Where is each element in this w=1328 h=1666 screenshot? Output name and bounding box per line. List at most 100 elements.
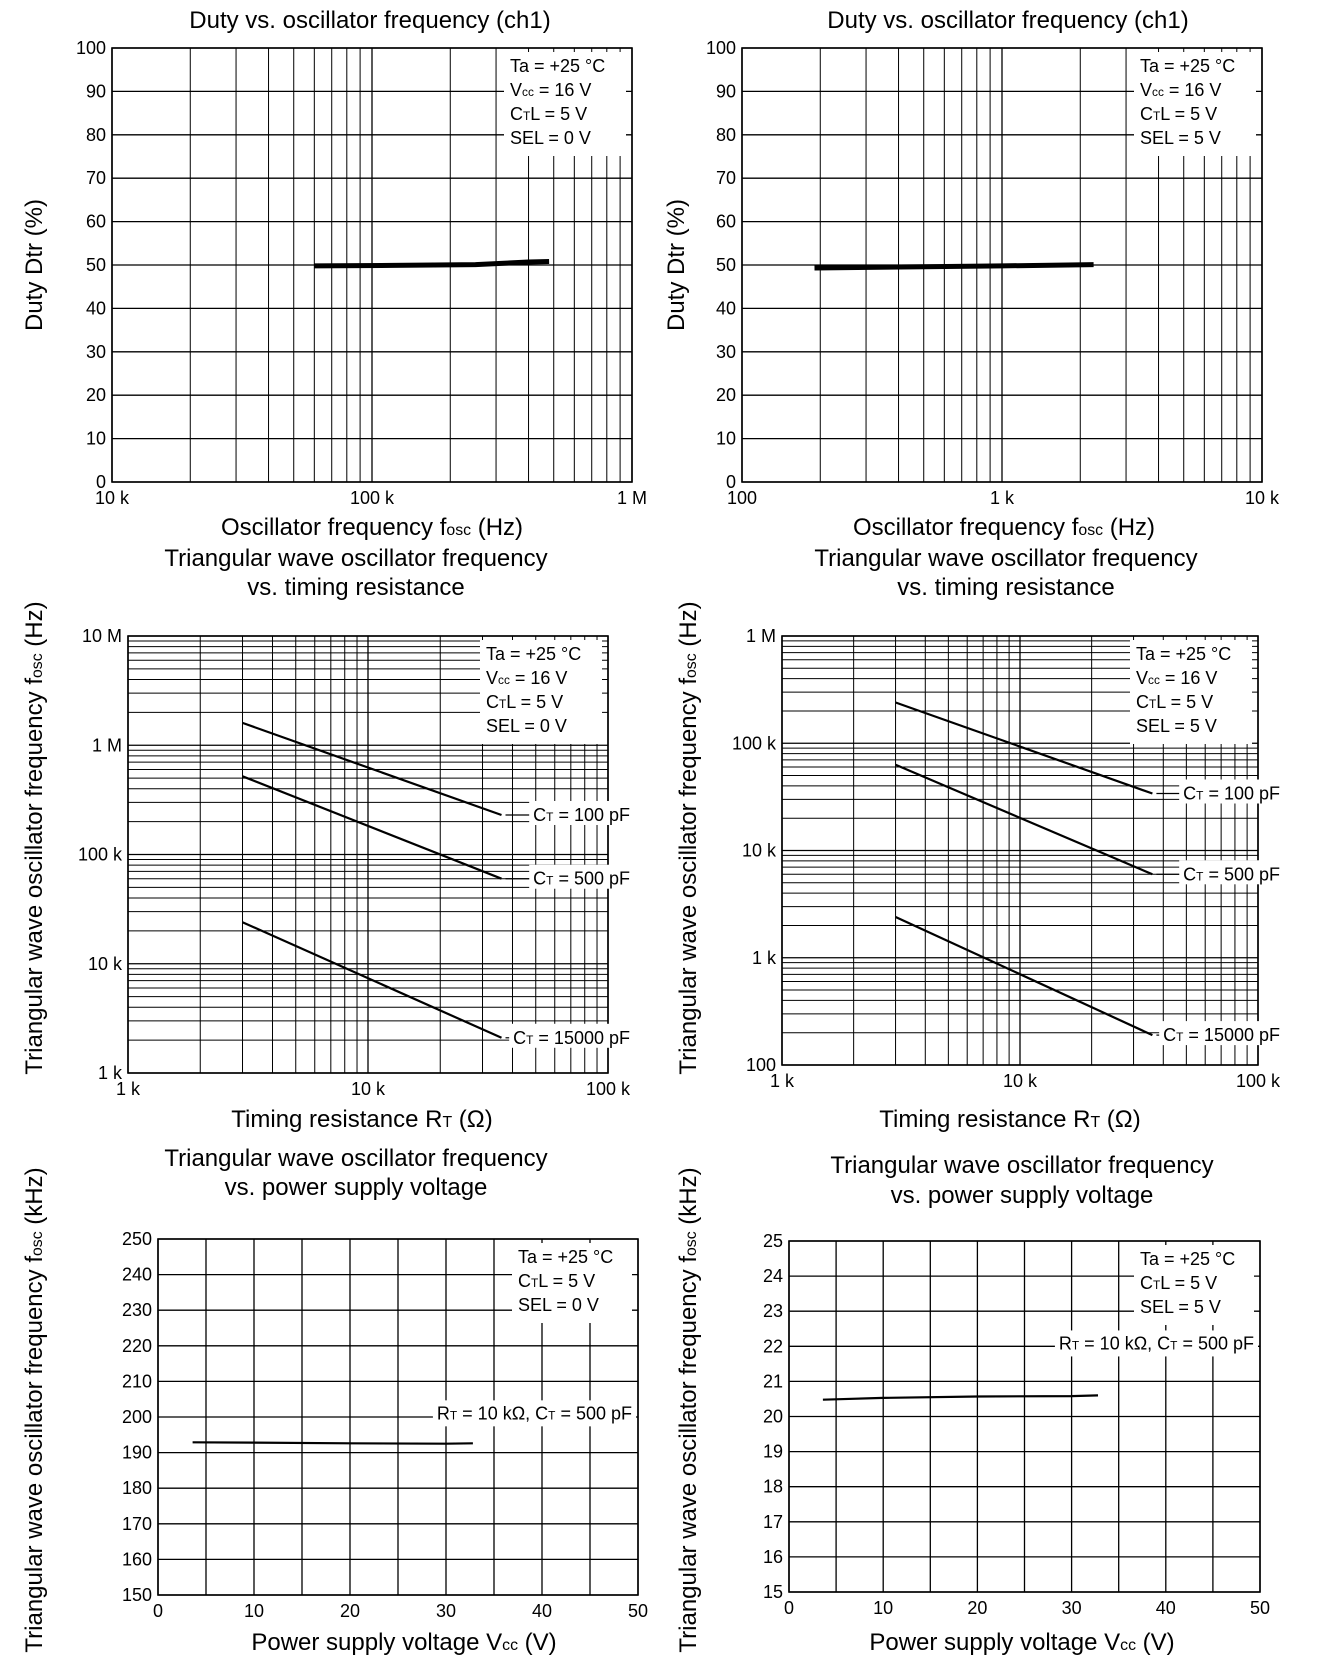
x-tick-label: 10 k bbox=[95, 488, 130, 508]
y-tick-label: 80 bbox=[716, 125, 736, 145]
series-label-bg bbox=[1054, 1330, 1258, 1357]
y-tick-label: 21 bbox=[763, 1371, 783, 1391]
y-tick-label: 30 bbox=[86, 342, 106, 362]
series-line bbox=[895, 701, 1153, 795]
x-axis-label: Power supply voltage Vcc (V) bbox=[869, 1629, 1174, 1656]
series-line bbox=[242, 721, 502, 817]
y-axis-label: Duty Dtr (%) bbox=[21, 199, 48, 331]
chart-1: Duty vs. oscillator frequency (ch1) 10 k 1… bbox=[21, 7, 647, 541]
y-tick-label: 80 bbox=[86, 125, 106, 145]
y-tick-label: 210 bbox=[122, 1371, 152, 1391]
y-axis-label: Triangular wave oscillator frequency fos… bbox=[675, 601, 702, 1074]
x-tick-label: 30 bbox=[436, 1601, 456, 1621]
y-tick-label: 15 bbox=[763, 1582, 783, 1602]
series-label-bg bbox=[1159, 1021, 1284, 1046]
series-label: RT = 10 kΩ, CT = 500 pF bbox=[1059, 1333, 1254, 1353]
y-tick-label: 0 bbox=[96, 472, 106, 492]
condition-text: Vcc = 16 V bbox=[1136, 668, 1217, 688]
conditions-bg bbox=[1134, 1245, 1254, 1325]
condition-text: SEL = 5 V bbox=[1136, 716, 1217, 736]
condition-text: SEL = 5 V bbox=[1140, 1297, 1221, 1317]
y-tick-label: 250 bbox=[122, 1229, 152, 1249]
conditions-bg bbox=[1130, 640, 1252, 744]
y-tick-label: 20 bbox=[763, 1407, 783, 1427]
y-tick-label: 20 bbox=[86, 385, 106, 405]
conditions-box: Ta = +25 °C CTL = 5 V SEL = 0 V bbox=[512, 1243, 632, 1323]
series-label-bg bbox=[432, 1400, 636, 1427]
y-tick-label: 160 bbox=[122, 1549, 152, 1569]
y-tick-label: 100 k bbox=[78, 845, 123, 865]
y-tick-label: 240 bbox=[122, 1265, 152, 1285]
y-tick-label: 40 bbox=[716, 298, 736, 318]
x-tick-label: 10 bbox=[873, 1598, 893, 1618]
plot-frame bbox=[788, 1240, 1261, 1593]
conditions-bg bbox=[504, 52, 626, 156]
y-axis-label: Duty Dtr (%) bbox=[663, 199, 690, 331]
y-tick-label: 22 bbox=[763, 1336, 783, 1356]
y-tick-label: 100 bbox=[706, 38, 736, 58]
y-tick-label: 20 bbox=[716, 385, 736, 405]
conditions-box: Ta = +25 °C Vcc = 16 V CTL = 5 V SEL = 5 V bbox=[1130, 640, 1252, 744]
chart-3: Triangular wave oscillator frequencyvs. … bbox=[21, 545, 634, 1133]
series-label: CT = 500 pF bbox=[1183, 864, 1280, 884]
y-tick-label: 70 bbox=[86, 168, 106, 188]
series-label-bg bbox=[509, 1023, 634, 1048]
y-tick-label: 90 bbox=[86, 81, 106, 101]
x-tick-label: 40 bbox=[1156, 1598, 1176, 1618]
y-tick-label: 190 bbox=[122, 1443, 152, 1463]
series-line bbox=[242, 921, 502, 1039]
conditions-bg bbox=[512, 1243, 632, 1323]
conditions-box: Ta = +25 °C Vcc = 16 V CTL = 5 V SEL = 0 V bbox=[480, 640, 602, 744]
series-label: CT = 500 pF bbox=[533, 869, 630, 889]
y-tick-label: 24 bbox=[763, 1266, 783, 1286]
conditions-box: Ta = +25 °C Vcc = 16 V CTL = 5 V SEL = 0 V bbox=[504, 52, 626, 156]
condition-text: SEL = 5 V bbox=[1140, 128, 1221, 148]
chart-title: Triangular wave oscillator frequency bbox=[830, 1152, 1213, 1179]
y-tick-label: 23 bbox=[763, 1301, 783, 1321]
x-tick-label: 10 k bbox=[1245, 488, 1280, 508]
plot-frame bbox=[157, 1238, 639, 1596]
conditions-box: Ta = +25 °C CTL = 5 V SEL = 5 V bbox=[1134, 1245, 1254, 1325]
y-tick-label: 40 bbox=[86, 298, 106, 318]
y-tick-label: 60 bbox=[716, 212, 736, 232]
y-tick-label: 1 k bbox=[98, 1063, 123, 1083]
y-tick-label: 50 bbox=[716, 255, 736, 275]
x-tick-label: 20 bbox=[967, 1598, 987, 1618]
condition-text: SEL = 0 V bbox=[518, 1295, 599, 1315]
series-label: CT = 100 pF bbox=[1183, 783, 1280, 803]
x-tick-label: 1 k bbox=[116, 1079, 141, 1099]
series-label-bg bbox=[1179, 779, 1284, 804]
y-tick-label: 0 bbox=[726, 472, 736, 492]
condition-text: CTL = 5 V bbox=[510, 104, 587, 124]
condition-text: CTL = 5 V bbox=[518, 1271, 595, 1291]
x-tick-label: 1 k bbox=[770, 1071, 795, 1091]
x-tick-label: 10 k bbox=[351, 1079, 386, 1099]
series-line bbox=[242, 775, 502, 880]
series-line bbox=[895, 916, 1153, 1037]
condition-text: CTL = 5 V bbox=[1140, 1273, 1217, 1293]
series-line bbox=[814, 262, 1094, 271]
y-tick-label: 1 M bbox=[92, 735, 122, 755]
y-tick-label: 230 bbox=[122, 1300, 152, 1320]
chart-title: Triangular wave oscillator frequency bbox=[814, 545, 1197, 572]
condition-text: Ta = +25 °C bbox=[510, 56, 605, 76]
y-tick-label: 170 bbox=[122, 1514, 152, 1534]
chart-2: Duty vs. oscillator frequency (ch1)100 1 … bbox=[663, 7, 1280, 541]
y-tick-label: 220 bbox=[122, 1336, 152, 1356]
y-tick-label: 60 bbox=[86, 212, 106, 232]
x-axis-label: Oscillator frequency fosc (Hz) bbox=[853, 514, 1155, 541]
x-tick-label: 20 bbox=[340, 1601, 360, 1621]
condition-text: CTL = 5 V bbox=[1140, 104, 1217, 124]
series-label-bg bbox=[529, 800, 634, 825]
series-label: CT = 15000 pF bbox=[1163, 1025, 1280, 1045]
chart-6: Triangular wave oscillator frequency vs. … bbox=[675, 1152, 1270, 1656]
x-axis-label: Timing resistance RT (Ω) bbox=[879, 1106, 1140, 1133]
chart-title: Triangular wave oscillator frequency bbox=[164, 545, 547, 572]
plot-frame bbox=[741, 47, 1263, 483]
chart-title: Duty vs. oscillator frequency (ch1) bbox=[189, 7, 550, 34]
conditions-bg bbox=[1134, 52, 1256, 156]
x-axis-label: Timing resistance RT (Ω) bbox=[231, 1106, 492, 1133]
y-axis-label: Triangular wave oscillator frequency fos… bbox=[21, 601, 48, 1074]
x-tick-label: 50 bbox=[628, 1601, 648, 1621]
